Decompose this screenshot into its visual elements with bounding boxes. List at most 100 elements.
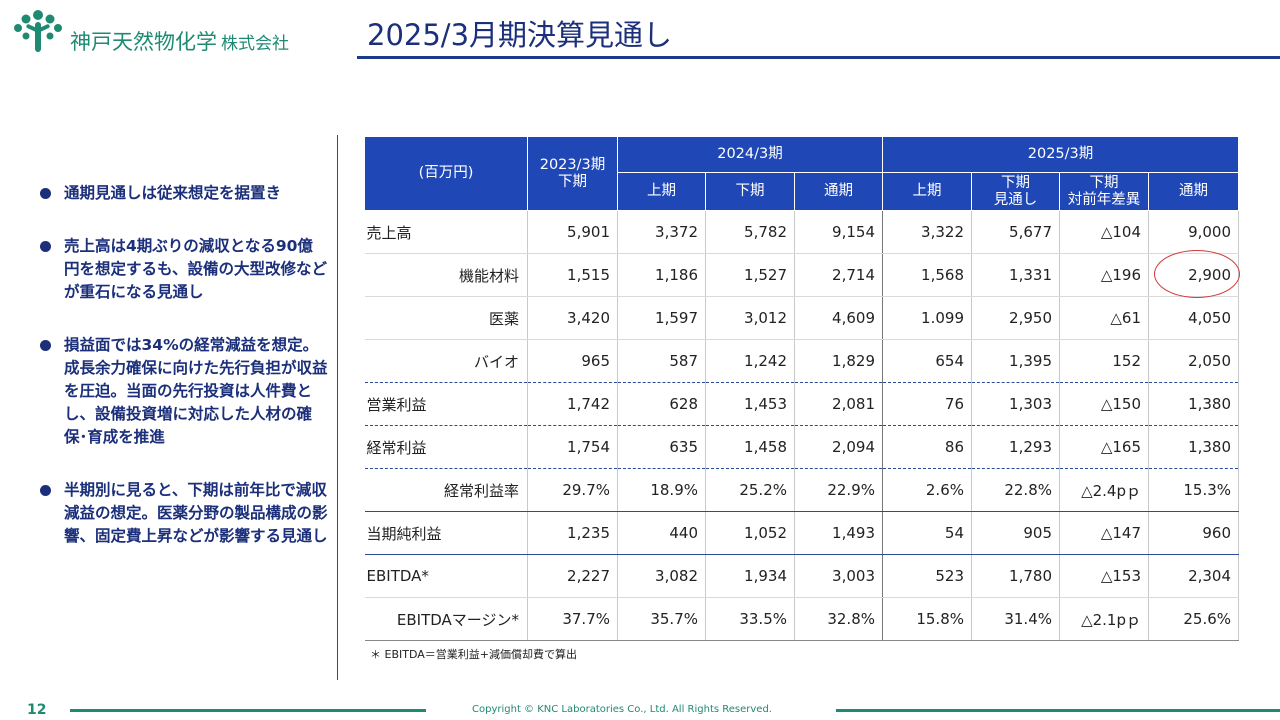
table-cell: 1,380	[1148, 425, 1240, 469]
table-row: 当期純利益 1,235 440 1,052 1,493 54 905 △147 960	[364, 511, 1240, 555]
table-cell: 2,900	[1148, 250, 1240, 298]
table-cell: 5,901	[527, 210, 618, 254]
sub-col-header: 下期 見通し	[971, 172, 1060, 211]
table-cell: △165	[1059, 425, 1149, 469]
cell-value: 1.099	[921, 309, 964, 327]
table-cell: 22.8%	[971, 468, 1060, 512]
table-cell: 29.7%	[527, 468, 618, 512]
table-row: EBITDA* 2,227 3,082 1,934 3,003 523 1,780 △153 2…	[364, 554, 1240, 598]
bullet-text: 損益面では34%の経常減益を想定。成長余力確保に向けた先行負担が収益を圧迫。当面…	[64, 336, 328, 446]
bullet-item: 損益面では34%の経常減益を想定。成長余力確保に向けた先行負担が収益を圧迫。当面…	[38, 334, 328, 449]
cell-value: △165	[1100, 438, 1141, 456]
table-cell: 1,754	[527, 425, 618, 469]
table-cell: 1,458	[705, 425, 795, 469]
cell-value: 965	[581, 352, 610, 370]
bullet-item: 半期別に見ると、下期は前年比で減収減益の想定。医薬分野の製品構成の影響、固定費上…	[38, 479, 328, 548]
cell-value: 1,515	[567, 266, 610, 284]
table-cell: 1,186	[617, 253, 706, 297]
sub-col-header: 上期	[882, 172, 972, 211]
cell-value: 1,493	[832, 524, 875, 542]
cell-value: 37.7%	[562, 610, 610, 628]
row-label: 当期純利益	[364, 511, 528, 555]
logo-main-text: 神戸天然物化学	[70, 30, 217, 54]
table-cell: 33.5%	[705, 597, 795, 641]
bullet-item: 通期見通しは従来想定を据置き	[38, 182, 328, 205]
cell-value: 1,780	[1009, 567, 1052, 585]
cell-value: 1,395	[1009, 352, 1052, 370]
cell-value: 3,322	[921, 223, 964, 241]
table-cell: 2,950	[971, 296, 1060, 340]
row-label: 売上高	[364, 210, 528, 254]
cell-value: 1,052	[744, 524, 787, 542]
cell-value: 1,235	[567, 524, 610, 542]
forecast-table: (百万円) 2023/3期 下期 2024/3期 2025/3期 上期 下期 通期上…	[364, 136, 1240, 641]
page-number: 12	[27, 702, 47, 718]
table-cell: 635	[617, 425, 706, 469]
cell-value: 9,000	[1188, 223, 1232, 241]
table-cell: 1,493	[794, 511, 883, 555]
table-cell: 15.8%	[882, 597, 972, 641]
row-label: 営業利益	[364, 382, 528, 426]
cell-value: △150	[1100, 395, 1141, 413]
table-cell: 1,331	[971, 253, 1060, 297]
cell-value: 1,754	[567, 438, 610, 456]
table-cell: 2,081	[794, 382, 883, 426]
cell-value: 440	[669, 524, 698, 542]
table-cell: 3,082	[617, 554, 706, 598]
table-cell: 2,714	[794, 253, 883, 297]
bullet-dot-icon	[40, 188, 51, 199]
table-cell: 3,322	[882, 210, 972, 254]
row-label: EBITDA*	[364, 554, 528, 598]
cell-value: 905	[1023, 524, 1052, 542]
table-cell: 1,242	[705, 339, 795, 383]
sub-col-header: 下期	[705, 172, 795, 211]
table-cell: 1,597	[617, 296, 706, 340]
cell-value: 35.7%	[650, 610, 698, 628]
bullet-dot-icon	[40, 485, 51, 496]
table-cell: 1,568	[882, 253, 972, 297]
cell-value: 1,380	[1188, 438, 1232, 456]
cell-value: 523	[935, 567, 964, 585]
cell-value: 29.7%	[562, 481, 610, 499]
cell-value: 1,527	[744, 266, 787, 284]
table-cell: 1,453	[705, 382, 795, 426]
cell-value: △2.4pｐ	[1081, 481, 1141, 500]
cell-value: 5,782	[744, 223, 787, 241]
table-cell: 76	[882, 382, 972, 426]
table-cell: 960	[1148, 511, 1240, 555]
cell-value: 3,003	[832, 567, 875, 585]
table-cell: 86	[882, 425, 972, 469]
table-cell: 440	[617, 511, 706, 555]
table-row: 営業利益 1,742 628 1,453 2,081 76 1,303 △150 1,380	[364, 382, 1240, 426]
cell-value: 3,012	[744, 309, 787, 327]
footer-rule-left	[70, 709, 426, 712]
table-cell: 3,003	[794, 554, 883, 598]
cell-value: 1,303	[1009, 395, 1052, 413]
table-cell: 1,829	[794, 339, 883, 383]
table-cell: 1,395	[971, 339, 1060, 383]
table-cell: 1,934	[705, 554, 795, 598]
row-label: 機能材料	[364, 253, 528, 297]
table-cell: 2,304	[1148, 554, 1240, 598]
cell-value: 3,420	[567, 309, 610, 327]
table-cell: 654	[882, 339, 972, 383]
cell-value: 1,293	[1009, 438, 1052, 456]
page-title: 2025/3月期決算見通し	[367, 18, 673, 52]
table-cell: 9,000	[1148, 210, 1240, 254]
red-circle-annotation	[1154, 250, 1240, 298]
cell-value: 4,050	[1188, 309, 1232, 327]
table-cell: 905	[971, 511, 1060, 555]
row-label: 経常利益率	[364, 468, 528, 512]
cell-value: △2.1pｐ	[1081, 610, 1141, 629]
group-header-2025: 2025/3期	[881, 136, 1240, 173]
table-cell: △2.1pｐ	[1059, 597, 1149, 641]
vertical-divider	[337, 135, 338, 680]
table-cell: △196	[1059, 253, 1149, 297]
table-row: 売上高 5,901 3,372 5,782 9,154 3,322 5,677 △104 9,0…	[364, 210, 1240, 254]
cell-value: 1,242	[744, 352, 787, 370]
cell-value: 1,742	[567, 395, 610, 413]
table-cell: 1,515	[527, 253, 618, 297]
table-row: EBITDAマージン* 37.7% 35.7% 33.5% 32.8% 15.8% 31.4…	[364, 597, 1240, 641]
cell-value: 628	[669, 395, 698, 413]
table-cell: 1,052	[705, 511, 795, 555]
